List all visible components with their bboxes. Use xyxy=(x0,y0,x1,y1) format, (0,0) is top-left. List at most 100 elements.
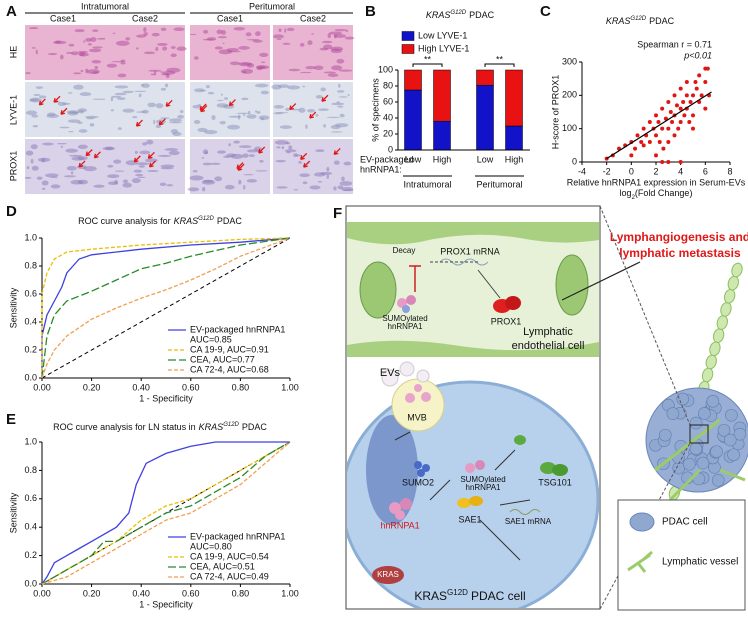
tissue-texture xyxy=(320,87,326,92)
y-tick-label: 0 xyxy=(572,156,577,166)
legend-label: EV-packaged hnRNPA1 xyxy=(190,531,285,541)
panel-label: B xyxy=(365,3,376,20)
tissue-texture xyxy=(77,144,88,150)
tissue-texture xyxy=(134,150,138,154)
tissue-texture xyxy=(170,53,177,58)
tissue-texture xyxy=(155,103,164,109)
title-text: ROC curve analysis for xyxy=(78,216,171,226)
tissue-texture xyxy=(31,47,36,49)
ev xyxy=(416,369,430,383)
tissue-texture xyxy=(147,102,157,108)
tissue-texture xyxy=(293,189,299,191)
vessel-segment xyxy=(701,367,714,383)
tissue-texture xyxy=(106,63,118,68)
tissue-texture xyxy=(90,37,97,42)
sumo xyxy=(417,469,425,477)
legend-icon xyxy=(629,512,655,532)
roc-curve xyxy=(41,441,291,585)
tissue-texture xyxy=(31,165,39,171)
tissue-texture xyxy=(259,159,264,163)
tissue-texture xyxy=(56,142,67,145)
vesicle xyxy=(405,393,415,403)
point xyxy=(668,110,673,114)
x-tick-label: 0.00 xyxy=(33,588,51,598)
tissue-texture xyxy=(160,27,167,31)
tissue-texture xyxy=(41,180,49,186)
panel-label: D xyxy=(6,203,17,220)
title-gene: KRAS xyxy=(426,10,451,20)
tissue-texture xyxy=(230,153,244,159)
vesicle xyxy=(414,384,422,392)
tissue-texture xyxy=(120,62,126,65)
group-label: Intratumoral xyxy=(403,179,451,189)
point xyxy=(635,133,640,138)
tissue-texture xyxy=(162,46,168,51)
arrow-marker xyxy=(309,111,317,119)
tissue-texture xyxy=(227,124,241,130)
significance-label: ** xyxy=(496,54,504,64)
tissue-texture xyxy=(77,50,88,54)
tissue-texture xyxy=(93,184,105,188)
cell-name: PDAC cell xyxy=(471,589,526,603)
tissue-texture xyxy=(242,153,249,158)
tumor-cell xyxy=(658,428,672,442)
tissue-texture xyxy=(135,162,150,166)
tissue-texture xyxy=(28,27,39,30)
tissue-texture xyxy=(143,27,147,33)
tissue-texture xyxy=(258,115,270,120)
tissue-texture xyxy=(88,43,92,46)
legend-label: CA 19-9, AUC=0.91 xyxy=(190,344,269,354)
y-axis-label: H-score of PROX1 xyxy=(550,75,560,150)
tissue-texture xyxy=(172,131,182,136)
y-tick-label: 0.2 xyxy=(24,550,37,560)
tissue-texture xyxy=(139,150,151,155)
legend-label: CEA, AUC=0.51 xyxy=(190,561,255,571)
point xyxy=(657,140,662,144)
tissue-texture xyxy=(222,42,225,45)
point xyxy=(661,146,666,151)
x-tick-label: Low xyxy=(405,154,422,164)
tissue-texture xyxy=(321,40,333,44)
x-tick-label: 0.40 xyxy=(132,382,150,392)
arrow-marker xyxy=(165,99,173,107)
tissue-texture xyxy=(211,115,216,121)
arrow-marker xyxy=(228,99,236,107)
tissue-texture xyxy=(79,92,92,97)
tissue-texture xyxy=(282,42,291,45)
tissue-texture xyxy=(260,90,269,95)
tissue-texture xyxy=(214,176,223,182)
tissue-texture xyxy=(336,90,345,93)
point xyxy=(703,80,708,84)
tissue-texture xyxy=(223,155,231,158)
point xyxy=(629,153,634,158)
ev xyxy=(381,369,399,387)
tissue-texture xyxy=(333,186,337,191)
protein xyxy=(395,510,405,520)
y-tick-label: 0.8 xyxy=(24,465,37,475)
case-label: Case2 xyxy=(300,13,326,23)
tissue-texture xyxy=(243,174,254,176)
tissue-texture xyxy=(343,161,352,166)
tissue-texture xyxy=(193,119,201,124)
tissue-texture xyxy=(29,98,39,102)
kras xyxy=(372,566,404,584)
protein xyxy=(505,296,521,310)
bar xyxy=(433,69,451,122)
tissue-texture xyxy=(157,42,168,46)
tissue-texture xyxy=(114,92,127,96)
tissue-texture xyxy=(307,40,313,46)
tissue-texture xyxy=(131,178,141,184)
tissue-texture xyxy=(226,47,239,52)
point xyxy=(678,120,683,124)
vessel-branch xyxy=(654,418,746,502)
y-axis-label: Sensitivity xyxy=(8,492,18,533)
x-axis-label: 1 - Specificity xyxy=(139,599,193,609)
organelle xyxy=(555,254,589,316)
x-tick-label: 0.60 xyxy=(182,588,200,598)
tissue-texture xyxy=(278,28,282,33)
legend-swatch xyxy=(401,31,415,41)
tissue-texture xyxy=(32,124,39,128)
tissue-texture xyxy=(125,37,130,41)
point xyxy=(678,106,683,111)
panel-label: E xyxy=(6,411,16,428)
